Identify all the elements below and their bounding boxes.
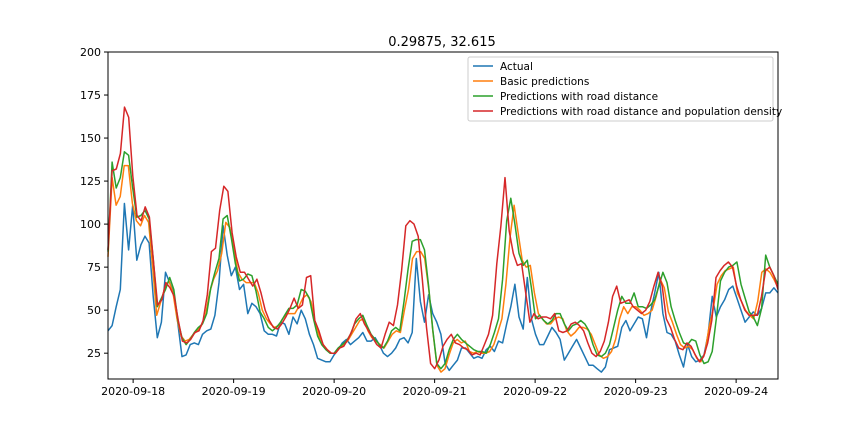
y-tick-label: 125: [80, 175, 101, 188]
x-tick-label: 2020-09-23: [604, 385, 668, 398]
y-tick-label: 175: [80, 89, 101, 102]
y-tick-label: 25: [87, 347, 101, 360]
legend: Actual Basic predictions Predictions with …: [467, 56, 782, 122]
x-tick-label: 2020-09-18: [101, 385, 165, 398]
y-tick-label: 200: [80, 46, 101, 59]
plot-frame: [107, 51, 779, 380]
x-tick-label: 2020-09-24: [704, 385, 768, 398]
series-line-3: [107, 151, 779, 370]
legend-label-3: Predictions with road distance: [500, 91, 658, 103]
legend-box: [467, 56, 774, 122]
plot-lines: [107, 106, 779, 373]
x-axis: 2020-09-18 2020-09-19 2020-09-20 2020-09-21…: [101, 379, 768, 398]
x-tick-label: 2020-09-19: [202, 385, 266, 398]
series-line-2: [107, 164, 779, 373]
legend-label-2: Basic predictions: [500, 76, 589, 88]
y-tick-label: 100: [80, 218, 101, 231]
y-tick-label: 50: [87, 304, 101, 317]
y-tick-label: 75: [87, 261, 101, 274]
y-axis: 25 50 75 100 125 150 175 200: [80, 46, 108, 360]
x-tick-label: 2020-09-21: [403, 385, 467, 398]
legend-label-4: Predictions with road distance and popul…: [500, 106, 782, 118]
series-line-4: [107, 106, 779, 370]
x-tick-label: 2020-09-22: [503, 385, 567, 398]
chart-title: 0.29875, 32.615: [388, 35, 496, 50]
y-tick-label: 150: [80, 132, 101, 145]
x-tick-label: 2020-09-20: [302, 385, 366, 398]
legend-label-1: Actual: [500, 61, 533, 73]
